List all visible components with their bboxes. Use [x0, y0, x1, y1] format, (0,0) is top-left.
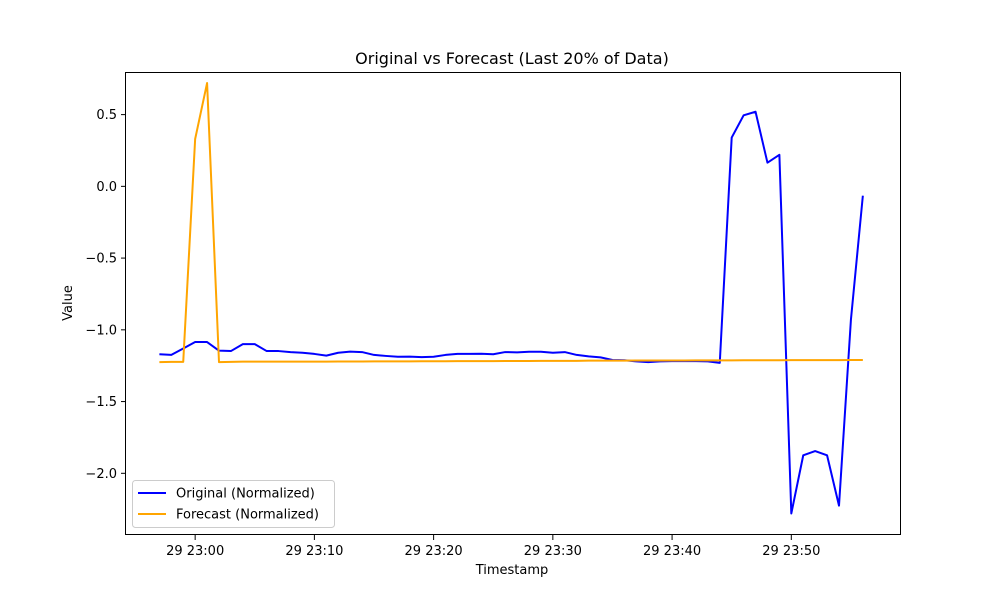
legend-label-forecast: Forecast (Normalized)	[176, 508, 319, 523]
x-tick-label: 29 23:00	[166, 544, 224, 559]
y-axis-label: Value	[61, 285, 76, 321]
legend-box	[132, 480, 335, 528]
x-axis: 29 23:00 29 23:10 29 23:20 29 23:30 29 23:40…	[166, 535, 820, 559]
x-tick-label: 29 23:50	[762, 544, 820, 559]
y-tick-label: 0.5	[96, 108, 117, 123]
series-line-original	[159, 110, 864, 515]
y-tick-label: −0.5	[85, 252, 117, 267]
legend: Original (Normalized) Forecast (Normaliz…	[132, 480, 335, 528]
x-tick-label: 29 23:20	[405, 544, 463, 559]
chart-title: Original vs Forecast (Last 20% of Data)	[355, 49, 669, 68]
x-tick-label: 29 23:10	[285, 544, 343, 559]
legend-label-original: Original (Normalized)	[176, 487, 315, 502]
y-tick-label: −1.5	[85, 395, 117, 410]
y-tick-label: −1.0	[85, 323, 117, 338]
x-axis-label: Timestamp	[475, 563, 549, 578]
y-tick-label: −2.0	[85, 467, 117, 482]
plot-lines	[159, 82, 864, 515]
x-tick-label: 29 23:30	[524, 544, 582, 559]
x-tick-label: 29 23:40	[643, 544, 701, 559]
series-line-forecast	[159, 82, 863, 364]
y-axis: −2.0 −1.5 −1.0 −0.5 0.0 0.5	[85, 108, 126, 482]
plot-frame	[125, 72, 901, 535]
y-tick-label: 0.0	[96, 180, 117, 195]
